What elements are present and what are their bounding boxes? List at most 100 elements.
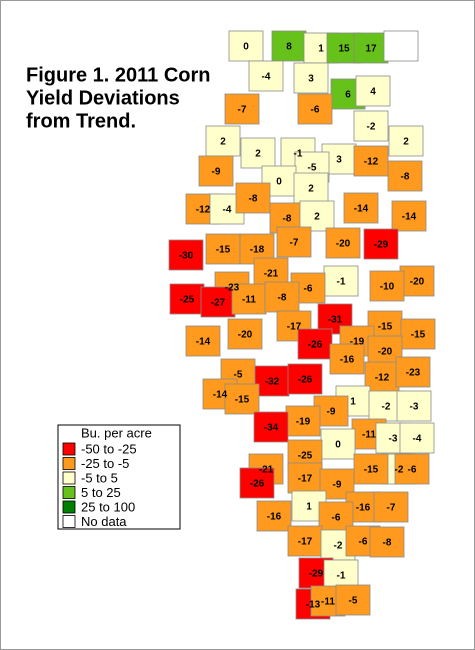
county [369, 270, 405, 302]
county-label: -15 [378, 322, 393, 333]
county-label: -7 [387, 503, 396, 514]
county-label: -8 [383, 538, 392, 549]
legend-box [57, 424, 181, 530]
legend-label: -50 to -25 [81, 441, 137, 456]
county [185, 325, 221, 357]
county [248, 60, 284, 92]
county-label: -25 [180, 295, 195, 306]
county-label: 4 [370, 87, 376, 98]
county [323, 265, 359, 297]
county-label: -29 [374, 240, 389, 251]
county-label: -20 [410, 277, 425, 288]
county [335, 584, 371, 616]
county [239, 467, 275, 499]
county-label: -20 [238, 330, 253, 341]
county [224, 93, 260, 125]
county-label: 2 [255, 149, 261, 160]
legend-label: -25 to -5 [81, 456, 129, 471]
county [168, 239, 204, 271]
county-label: -4 [223, 205, 232, 216]
county-label: -11 [242, 295, 256, 306]
county [388, 125, 424, 157]
county-label: -9 [327, 407, 336, 418]
county-label: -11 [362, 430, 376, 441]
county-label: -18 [250, 245, 265, 256]
county-label: -12 [196, 205, 211, 216]
county-label: 2 [403, 137, 409, 148]
county-label: -16 [340, 355, 355, 366]
county-label: -16 [267, 512, 282, 523]
county-label: -13 [306, 600, 321, 611]
county-label: -8 [283, 214, 292, 225]
title-line: Figure 1. 2011 Corn [26, 64, 211, 86]
county-label: -12 [364, 157, 379, 168]
county-label: -5 [308, 163, 317, 174]
county-label: -4 [262, 72, 271, 83]
county-label: -5 [234, 370, 243, 381]
legend-swatch [62, 442, 76, 456]
county-label: -27 [211, 298, 226, 309]
county [285, 405, 321, 437]
county-label: 2 [314, 212, 320, 223]
county-label: -8 [249, 194, 258, 205]
county-label: 0 [243, 42, 249, 53]
county [320, 428, 356, 460]
county-label: -2 [382, 402, 391, 413]
county [395, 356, 431, 388]
county-label: -23 [225, 283, 240, 294]
county-label: -3 [389, 434, 398, 445]
county [231, 283, 267, 315]
county-label: -21 [264, 269, 279, 280]
county-label: -26 [308, 340, 323, 351]
county [287, 525, 323, 557]
county-label: -19 [350, 337, 365, 348]
county-label: -21 [259, 465, 274, 476]
county-label: 6 [345, 90, 351, 101]
legend-label: No data [81, 514, 127, 529]
county [276, 226, 312, 258]
county-label: -23 [406, 368, 421, 379]
county-label: -8 [401, 172, 410, 183]
county-label: -1 [337, 571, 346, 582]
county-label: -29 [309, 569, 324, 580]
county [227, 318, 263, 350]
county-label: -17 [287, 322, 302, 333]
county-label: -26 [250, 479, 265, 490]
county-label: -15 [411, 330, 426, 341]
county-label: -15 [235, 395, 250, 406]
county [299, 200, 335, 232]
county [297, 328, 333, 360]
county-label: -20 [336, 239, 351, 250]
county-label: -7 [238, 105, 247, 116]
county-label: 2 [220, 137, 226, 148]
county-label: 1 [318, 44, 324, 55]
county-label: -7 [290, 238, 299, 249]
county-label: -15 [216, 245, 231, 256]
county-label: -14 [354, 204, 369, 215]
county [353, 145, 389, 177]
county-label: -30 [179, 251, 194, 262]
county [264, 281, 300, 313]
county-label: -12 [375, 373, 390, 384]
county-label: -10 [380, 282, 395, 293]
county-label: 8 [286, 42, 292, 53]
county-label: -3 [410, 402, 419, 413]
county [297, 93, 333, 125]
county-label: -26 [298, 375, 313, 386]
county-label: 15 [338, 44, 350, 55]
county [228, 30, 264, 62]
county-label: 17 [365, 44, 377, 55]
county [293, 172, 329, 204]
legend-label: -5 to 5 [81, 470, 118, 485]
legend-label: 5 to 25 [81, 485, 121, 500]
county-label: -9 [333, 480, 342, 491]
legend-swatch [62, 500, 76, 514]
county-label: -16 [356, 503, 371, 514]
county-label: 3 [308, 74, 314, 85]
county [287, 462, 323, 494]
county [363, 228, 399, 260]
county [205, 233, 241, 265]
county-label: 1 [306, 502, 312, 513]
